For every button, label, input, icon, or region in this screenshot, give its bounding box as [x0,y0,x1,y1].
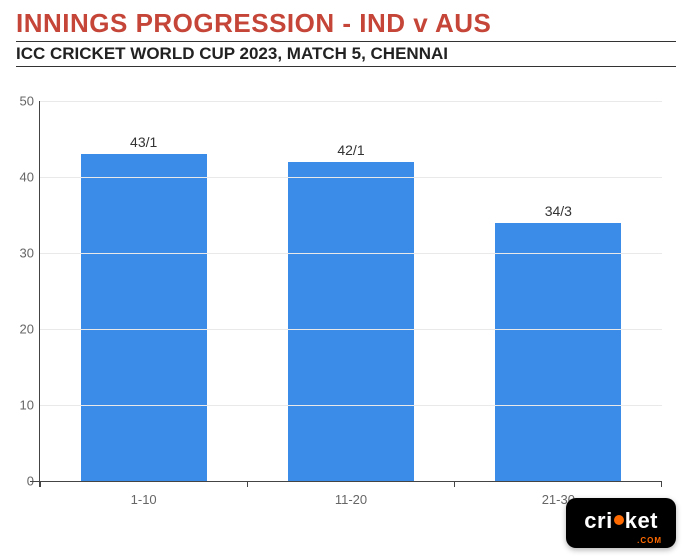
bar [495,223,621,481]
x-axis-line [30,481,662,482]
gridline [40,253,662,254]
bar [81,154,207,481]
cricket-logo-badge: criket .COM [566,498,676,548]
chart-title: INNINGS PROGRESSION - IND v AUS [16,8,676,39]
logo-suffix: ket [625,508,658,534]
logo-subtext: .COM [637,536,662,545]
bar-value-label: 42/1 [337,142,364,158]
bar-group: 42/1 [281,101,421,481]
bar [288,162,414,481]
y-tick-label: 30 [20,246,34,261]
cricket-ball-icon [614,515,624,525]
header-divider-2 [16,66,676,67]
header-divider-1 [16,41,676,42]
bar-group: 34/3 [488,101,628,481]
chart-area: 01020304050 43/142/134/3 1-1011-2021-30 [40,101,662,481]
gridline [40,405,662,406]
gridline [40,177,662,178]
chart-header: INNINGS PROGRESSION - IND v AUS ICC CRIC… [0,0,692,71]
bar-group: 43/1 [74,101,214,481]
logo-prefix: cri [584,508,612,534]
bar-value-label: 34/3 [545,203,572,219]
bars-row: 43/1 42/1 34/3 [40,101,662,481]
x-category-label: 11-20 [281,492,421,507]
bar-value-label: 43/1 [130,134,157,150]
y-tick-label: 50 [20,94,34,109]
chart-subtitle: ICC CRICKET WORLD CUP 2023, MATCH 5, CHE… [16,44,676,64]
plot-region: 01020304050 43/142/134/3 1-1011-2021-30 [40,101,662,481]
gridline [40,329,662,330]
y-tick-label: 10 [20,398,34,413]
y-tick-label: 40 [20,170,34,185]
y-axis: 01020304050 [12,101,40,481]
gridline [40,101,662,102]
y-tick-label: 20 [20,322,34,337]
x-category-label: 1-10 [74,492,214,507]
